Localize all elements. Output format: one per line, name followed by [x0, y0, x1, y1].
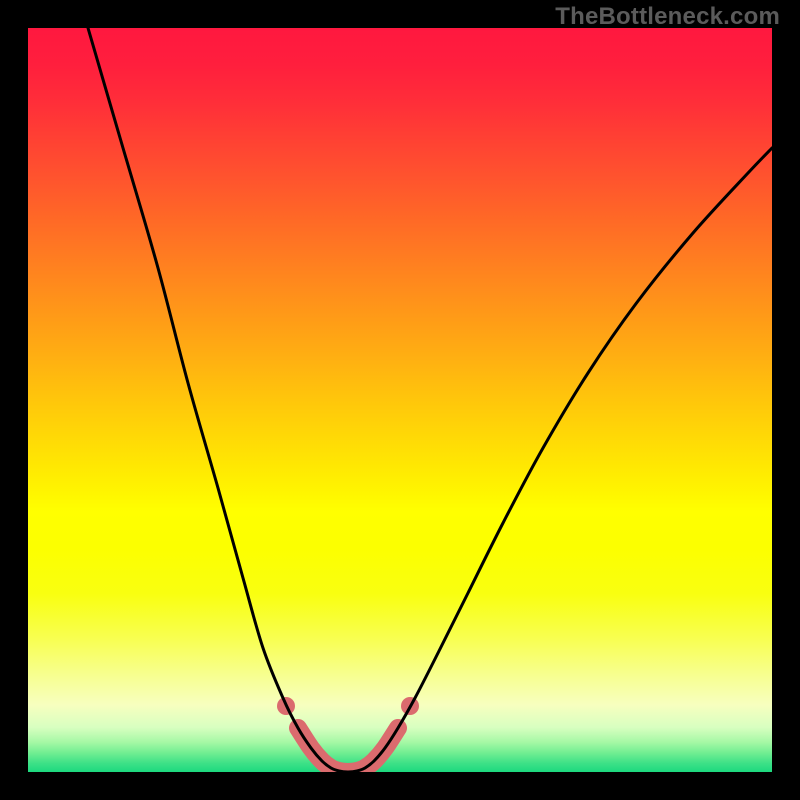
plot-area [28, 28, 772, 772]
plot-background [28, 28, 772, 772]
watermark-text: TheBottleneck.com [555, 3, 780, 31]
plot-svg [28, 28, 772, 772]
